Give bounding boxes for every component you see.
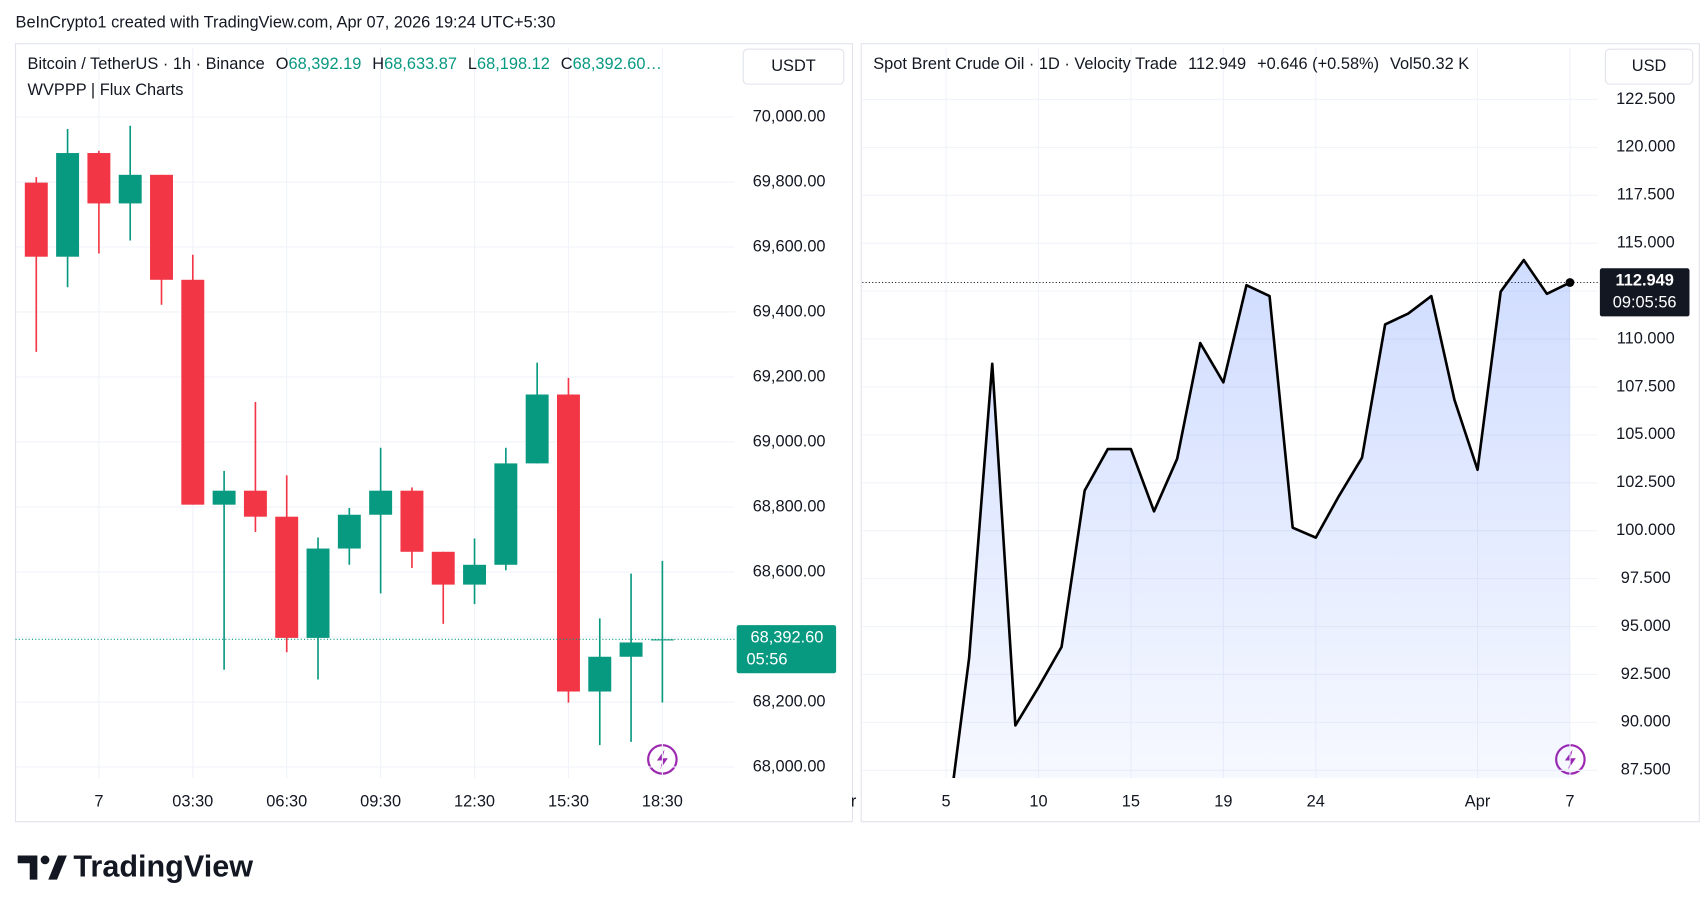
x-tick-label: 18:30 [642,792,683,810]
last-price-label: 68,392.60 [751,629,824,647]
y-tick-label: 97.500 [1621,569,1671,587]
line-series [946,258,1571,778]
change: +0.646 (+0.58%) [1257,55,1379,73]
y-tick-label: 92.500 [1621,665,1671,683]
candle-body [118,174,142,204]
legend-value: 68,392.60… [573,55,662,73]
x-tick-label: 24 [1307,792,1325,810]
candle-body [87,153,111,204]
countdown: 05:56 [747,650,788,668]
y-tick-label: 70,000.00 [753,107,826,125]
attribution: BeInCrypto1 created with TradingView.com… [16,13,556,31]
tradingview-logo: TradingView [17,850,253,884]
x-tick-label: 10 [1029,792,1047,810]
currency-button[interactable] [742,48,845,85]
last-price-label: 112.949 [1616,272,1674,290]
logo-mark [48,855,67,880]
y-tick-label: 69,600.00 [753,237,826,255]
y-tick-label: 69,400.00 [753,302,826,320]
candle-body [556,394,580,692]
legend-value: 68,198.12 [477,55,550,73]
candle-body [275,516,299,638]
candle-body [150,174,173,280]
x-tick-label: 7 [1565,792,1574,810]
y-tick-label: 115.000 [1617,234,1675,252]
y-tick-label: 107.500 [1616,377,1675,395]
y-tick-label: 100.000 [1616,521,1675,539]
countdown: 09:05:56 [1613,294,1677,312]
y-tick-label: 110.000 [1617,329,1675,347]
x-tick-label: 5 [941,792,950,810]
x-tick-label: 06:30 [266,792,307,810]
candle-body [181,279,205,505]
last-price-tag [1599,268,1690,317]
y-tick-label: 120.000 [1616,138,1675,156]
candle-body [369,490,393,515]
price: 112.949 [1188,55,1246,73]
volume: Vol50.32 K [1390,55,1469,73]
currency-button[interactable] [1604,48,1694,85]
y-tick-label: 102.500 [1616,473,1675,491]
y-tick-label: 117.500 [1617,186,1675,204]
candle-body [588,656,612,692]
x-tick-label: 03:30 [172,792,213,810]
grid [15,48,735,778]
y-tick-label: 95.000 [1621,617,1671,635]
y-tick-label: 68,000.00 [753,757,826,775]
legend-value: 68,633.87 [384,55,457,73]
y-tick-label: 68,200.00 [753,692,826,710]
y-tick-label: 105.000 [1616,425,1675,443]
currency: USD [1632,57,1667,75]
y-tick-label: 68,800.00 [753,497,826,515]
right-pane [860,43,1700,823]
legend-key: L [468,55,477,73]
y-tick-label: 69,000.00 [753,432,826,450]
candle-body [431,551,455,585]
area [946,260,1570,778]
legend-key: H [372,55,384,73]
legend-key: C [561,55,573,73]
x-tick-label: Apr [1465,792,1491,810]
candle-body [212,490,236,505]
candle-body [400,490,424,552]
y-tick-label: 90.000 [1621,713,1671,731]
legend-key: O [276,55,289,73]
candle-body [24,182,48,257]
candle-body [56,153,80,257]
x-tick-label: 19 [1214,792,1232,810]
x-tick-label: 09:30 [360,792,401,810]
logo-mark [40,855,50,865]
candle-body [306,548,330,638]
x-tick-label: 12:30 [454,792,495,810]
candle-body [525,394,549,464]
candles [24,125,674,746]
logo-mark [17,855,38,880]
candle-body [243,490,267,517]
line [952,258,1571,778]
candle-body [463,564,487,585]
x-tick-label: 15 [1122,792,1140,810]
chart-title: Spot Brent Crude Oil · 1D · Velocity Tra… [873,55,1177,73]
logo-text: TradingView [73,850,253,884]
y-tick-label: 122.500 [1616,90,1675,108]
x-tick-label: 15:30 [548,792,589,810]
last-price-tag [736,625,837,674]
legend-value: 68,392.19 [288,55,361,73]
chart-subtitle: WVPPP | Flux Charts [28,81,184,99]
chart-title: Bitcoin / TetherUS · 1h · Binance [28,55,265,73]
y-tick-label: 69,800.00 [753,172,826,190]
y-tick-label: 87.500 [1621,761,1671,779]
y-tick-label: 68,600.00 [753,562,826,580]
currency: USDT [771,57,816,75]
candle-body [337,514,361,549]
candle-body [494,463,518,565]
left-pane [14,43,854,823]
candle-body [619,642,643,657]
last-point [1565,278,1575,287]
y-tick-label: 69,200.00 [753,367,826,385]
x-tick-label: 7 [94,792,103,810]
x-tick-label: r [851,792,857,810]
